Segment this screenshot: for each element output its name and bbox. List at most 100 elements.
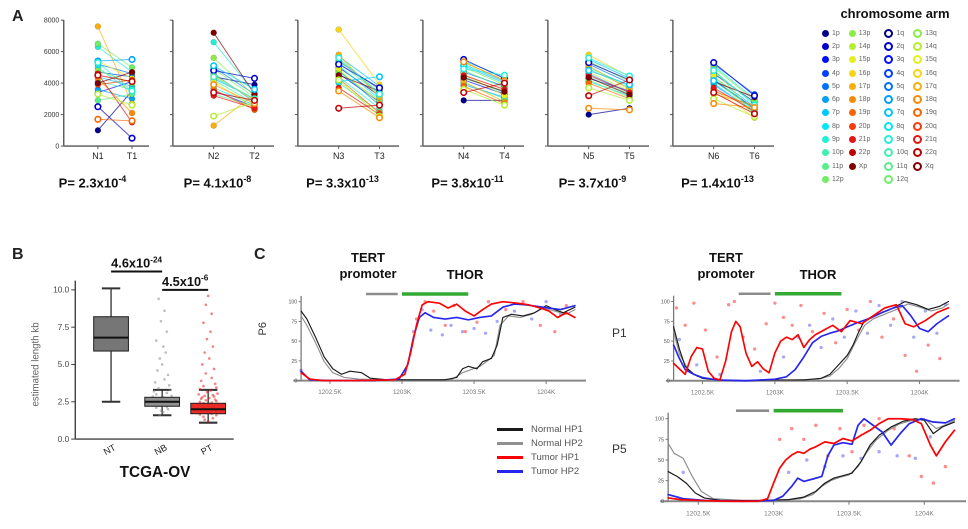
chromosome-arm-item: 14q <box>913 40 937 52</box>
chromosome-arm-name: 21p <box>858 136 871 144</box>
chromosome-arm-item: 7p <box>822 107 844 119</box>
p-value-6-base: P= 1.4x10 <box>681 175 741 191</box>
open-circle-icon <box>913 161 923 171</box>
chromosome-arm-item: 2p <box>822 40 844 52</box>
chromosome-arm-item: 20p <box>848 120 870 132</box>
chromosome-arm-item: 5q <box>884 80 908 92</box>
svg-text:1204K: 1204K <box>915 510 935 517</box>
chromosome-arm-name: 19q <box>925 109 937 117</box>
svg-text:T3: T3 <box>374 151 384 161</box>
p-value-1-base: P= 2.3x10 <box>58 175 119 191</box>
chromosome-arm-name: 20q <box>925 122 937 130</box>
svg-text:0: 0 <box>294 379 297 385</box>
paired-plot-4: N4 T4 P= 3.8x10-11 <box>409 14 526 190</box>
p-value-1: P= 2.3x10-4 <box>59 174 127 190</box>
chromosome-arm-name: 18q <box>925 96 937 104</box>
legend-line-swatch <box>497 428 523 431</box>
open-circle-icon <box>913 68 923 78</box>
tert-promoter-label-left: TERT promoter <box>306 250 430 283</box>
svg-text:N2: N2 <box>208 151 219 161</box>
filled-circle-icon <box>848 29 856 37</box>
filled-circle-icon <box>848 82 856 90</box>
open-circle-icon <box>913 41 923 51</box>
svg-text:1203.5K: 1203.5K <box>462 389 486 396</box>
p-value-3-exp: -13 <box>365 174 379 184</box>
chromosome-arm-item: 9q <box>884 133 908 145</box>
p-value-5-exp: -9 <box>618 174 627 184</box>
chromosome-arm-name: 7q <box>896 109 905 117</box>
chromosome-arm-item: 16q <box>913 67 937 79</box>
chromosome-arm-item: 22p <box>848 147 870 159</box>
paired-plot-6-chart: N6 T6 <box>669 19 775 161</box>
filled-circle-icon <box>848 136 856 144</box>
chromosome-arm-name: 8q <box>896 122 905 130</box>
chromosome-arm-name: 2q <box>896 42 905 50</box>
chromosome-arm-item: 15q <box>913 54 937 66</box>
legend-label: Tumor HP2 <box>531 466 580 477</box>
svg-text:50: 50 <box>658 458 664 464</box>
legend-label: Tumor HP1 <box>531 452 580 463</box>
chromosome-arm-item: 16p <box>848 67 870 79</box>
chromosome-arm-name: 11p <box>832 162 844 170</box>
methylation-legend: Normal HP1 Normal HP2 Tumor HP1 Tumor HP2 <box>497 424 583 477</box>
chromosome-arm-name: 19p <box>858 109 871 117</box>
open-circle-icon <box>884 161 894 171</box>
filled-circle-icon <box>822 56 829 64</box>
legend-item-normal-hp2: Normal HP2 <box>497 438 583 449</box>
svg-text:50: 50 <box>291 339 297 345</box>
chromosome-arm-item: 21q <box>913 133 937 145</box>
chromosome-arm-name: 3q <box>896 56 905 64</box>
chromosome-arm-name: 5q <box>896 82 905 90</box>
svg-text:T1: T1 <box>127 151 137 161</box>
legend-label: Normal HP1 <box>531 424 583 435</box>
open-circle-icon <box>913 135 923 145</box>
chromosome-arm-item: 15p <box>848 54 870 66</box>
open-circle-icon <box>884 174 894 184</box>
svg-text:2000: 2000 <box>44 112 60 119</box>
chromosome-arm-column-1: 1p 2p 3p 4p 5p 6p 7p 8p 9p 10p 11p 12p <box>822 27 844 186</box>
chromosome-arm-name: 21q <box>925 136 937 144</box>
sample-label-p1: P1 <box>612 326 627 340</box>
filled-circle-icon <box>822 69 829 77</box>
svg-text:1202.5K: 1202.5K <box>691 389 715 396</box>
legend-line-swatch <box>497 442 523 445</box>
filled-circle-icon <box>848 56 856 64</box>
svg-text:1202.5K: 1202.5K <box>686 510 711 517</box>
svg-text:6000: 6000 <box>44 49 60 56</box>
p-value-5: P= 3.7x10-9 <box>559 174 627 190</box>
p-value-2-base: P= 4.1x10 <box>183 175 244 191</box>
svg-text:1202.5K: 1202.5K <box>318 389 342 396</box>
svg-text:75: 75 <box>658 437 664 443</box>
paired-plot-5: N5 T5 P= 3.7x10-9 <box>534 14 651 190</box>
chromosome-arm-item: 1q <box>884 27 908 39</box>
open-circle-icon <box>913 28 923 38</box>
chromosome-arm-column-4: 13q 14q 15q 16q 17q 18q 19q 20q 21q 22q Xq <box>913 27 937 186</box>
svg-text:4.6x10-24: 4.6x10-24 <box>111 255 162 270</box>
p-value-4: P= 3.8x10-11 <box>431 174 503 190</box>
chromosome-arm-item: 4p <box>822 67 844 79</box>
promoter-label: promoter <box>339 266 397 282</box>
open-circle-icon <box>884 121 894 131</box>
svg-text:100: 100 <box>655 417 664 423</box>
p-value-3: P= 3.3x10-13 <box>306 174 379 190</box>
chromosome-arm-name: 22q <box>925 149 937 157</box>
sample-label-p5: P5 <box>612 442 627 456</box>
open-circle-icon <box>913 148 923 158</box>
chromosome-arm-item: 11p <box>822 160 844 172</box>
chromosome-arm-name: 12q <box>896 175 909 183</box>
open-circle-icon <box>884 95 894 105</box>
chromosome-arm-name: 6q <box>896 96 905 104</box>
paired-plot-1-chart: 0 2000 4000 6000 8000 N1 T1 <box>44 18 150 161</box>
boxplot-chart: 0.0 2.5 5.0 7.5 10.0 estimated length kb NT NB P… <box>30 255 234 481</box>
chromosome-arm-item: 3q <box>884 54 908 66</box>
chromosome-arm-name: 13q <box>925 29 937 37</box>
open-circle-icon <box>884 148 894 158</box>
chromosome-arm-item: 8q <box>884 120 908 132</box>
p-value-6-exp: -13 <box>740 174 754 184</box>
svg-text:N4: N4 <box>458 151 469 161</box>
boxplot-panel: 0.0 2.5 5.0 7.5 10.0 estimated length kb NT NB P… <box>24 250 239 486</box>
svg-text:1203.5K: 1203.5K <box>837 510 862 517</box>
p-value-6: P= 1.4x10-13 <box>681 174 754 190</box>
filled-circle-icon <box>822 136 829 144</box>
filled-circle-icon <box>848 96 856 104</box>
